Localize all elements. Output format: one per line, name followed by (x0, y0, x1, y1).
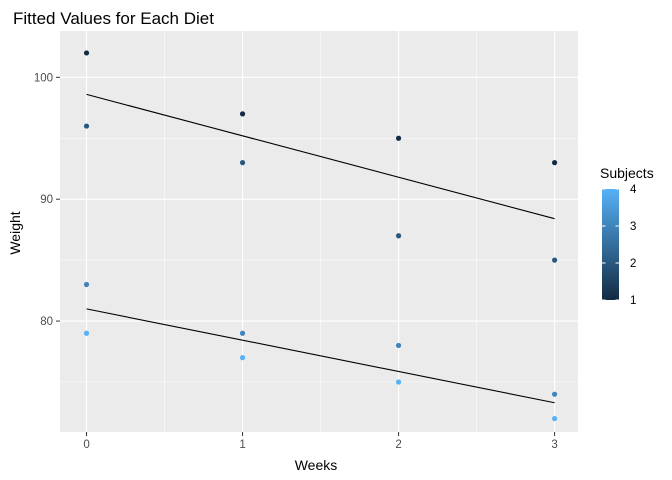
x-tick-label: 1 (239, 439, 245, 451)
x-tick-label: 2 (395, 439, 401, 451)
data-point (551, 257, 558, 263)
legend-tick-label: 4 (630, 184, 637, 196)
data-point (395, 233, 402, 239)
legend-tick-label: 1 (630, 295, 636, 307)
y-tick-label: 80 (40, 316, 53, 328)
data-point (395, 379, 402, 385)
fitted-lines (86, 93, 555, 404)
y-axis-title: Weight (7, 211, 23, 254)
data-point (83, 123, 90, 129)
chart-title: Fitted Values for Each Diet (13, 9, 214, 28)
data-point (551, 160, 558, 166)
data-point (83, 281, 90, 288)
data-point (239, 111, 246, 117)
legend-tick-label: 3 (630, 221, 636, 233)
data-point (551, 415, 558, 422)
data-points (83, 50, 558, 422)
data-point (83, 330, 90, 336)
legend-colorbar (602, 189, 619, 300)
y-tick-label: 100 (34, 72, 53, 84)
x-axis-title: Weeks (295, 457, 338, 473)
y-axis-ticks: 80 90 100 (34, 72, 60, 328)
data-point (239, 355, 246, 361)
legend-tick-label: 2 (630, 258, 636, 270)
x-tick-label: 0 (83, 439, 89, 451)
data-point (83, 50, 90, 56)
data-point (239, 330, 246, 336)
fitted-line (86, 93, 555, 220)
x-axis-ticks: 0 1 2 3 (83, 432, 558, 451)
y-tick-label: 90 (40, 194, 53, 206)
data-point (395, 135, 402, 141)
legend-ticks: 1 2 3 4 (602, 184, 637, 307)
legend-title: Subjects (600, 165, 654, 181)
data-point (239, 160, 246, 166)
plot-panel (60, 31, 578, 432)
fitted-line (86, 308, 555, 404)
data-point (395, 342, 402, 349)
data-point (551, 391, 558, 397)
x-tick-label: 3 (551, 439, 557, 451)
minor-gridlines (60, 31, 578, 432)
